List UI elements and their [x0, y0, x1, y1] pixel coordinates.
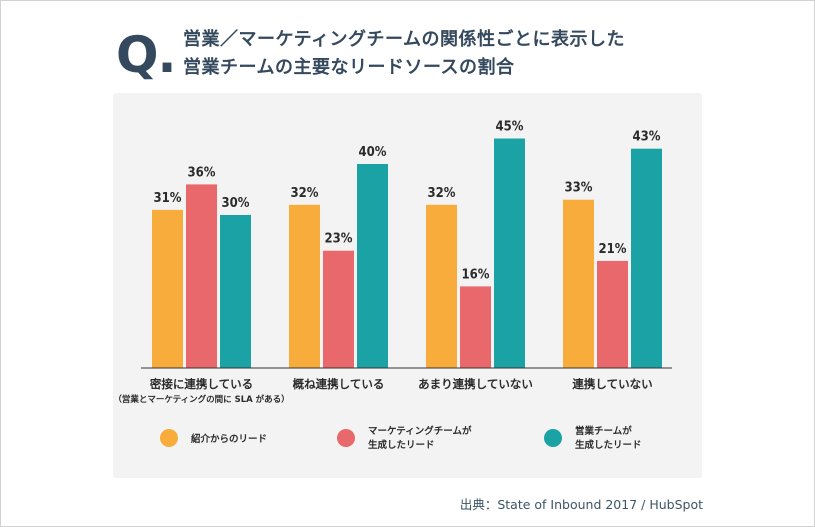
- data-label-3-2: 16%: [462, 267, 490, 282]
- bar-1-2: [186, 184, 217, 368]
- bar-1-3: [220, 215, 251, 368]
- bar-1-1: [152, 209, 183, 368]
- title-line-2: 営業チームの主要なリードソースの割合: [183, 57, 515, 78]
- data-label-2-1: 32%: [291, 186, 319, 201]
- title-line-1: 営業／マーケティングチームの関係性ごとに表示した: [183, 29, 626, 50]
- legend-swatch-3: [544, 429, 562, 447]
- bar-4-3: [631, 148, 662, 368]
- legend-label-3-1: 営業チームが: [575, 425, 632, 437]
- data-label-4-2: 21%: [599, 242, 627, 257]
- legend-swatch-1: [160, 429, 178, 447]
- data-label-2-3: 40%: [359, 145, 387, 160]
- bar-2-3: [357, 164, 388, 368]
- bar-3-1: [426, 204, 457, 368]
- bar-3-3: [494, 138, 525, 368]
- data-label-1-1: 31%: [154, 191, 182, 206]
- category-label-1: 密接に連携している: [149, 377, 253, 391]
- data-label-2-2: 23%: [325, 232, 353, 247]
- data-label-3-3: 45%: [496, 120, 524, 135]
- bar-2-2: [323, 250, 354, 368]
- source-credit: 出典：State of Inbound 2017 / HubSpot: [459, 497, 703, 512]
- category-label-4: 連携していない: [572, 377, 652, 391]
- legend-label-1-1: 紹介からのリード: [191, 433, 267, 445]
- data-label-1-2: 36%: [188, 165, 216, 180]
- category-label-2: 概ね連携している: [293, 377, 385, 391]
- question-mark: Q.: [116, 26, 176, 84]
- data-label-3-1: 32%: [428, 186, 456, 201]
- data-label-4-1: 33%: [565, 181, 593, 196]
- bar-4-1: [563, 199, 594, 368]
- category-label-3: あまり連携していない: [418, 377, 533, 391]
- legend-label-2-2: 生成したリード: [368, 439, 435, 451]
- legend-label-2-1: マーケティングチームが: [368, 425, 472, 437]
- bar-3-2: [460, 286, 491, 368]
- legend-swatch-2: [337, 429, 355, 447]
- legend-label-3-2: 生成したリード: [575, 439, 642, 451]
- data-label-1-3: 30%: [222, 196, 250, 211]
- category-sublabel-1: （営業とマーケティングの間に SLA がある）: [113, 394, 289, 405]
- bar-2-1: [289, 204, 320, 368]
- bar-4-2: [597, 260, 628, 368]
- data-label-4-3: 43%: [633, 130, 661, 145]
